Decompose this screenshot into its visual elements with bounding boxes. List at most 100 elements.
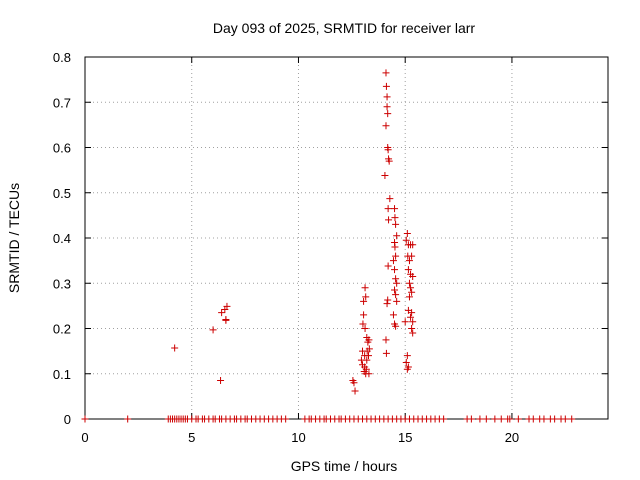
data-point xyxy=(383,93,391,101)
data-point xyxy=(506,415,514,423)
data-point xyxy=(124,415,132,423)
data-point xyxy=(359,320,367,328)
data-point xyxy=(389,257,397,265)
data-point xyxy=(409,329,417,337)
x-axis-label: GPS time / hours xyxy=(291,458,398,474)
x-tick-label: 5 xyxy=(188,430,195,445)
data-point xyxy=(389,311,397,319)
data-point xyxy=(385,216,393,224)
data-point xyxy=(384,205,392,213)
data-point xyxy=(351,387,359,395)
data-point xyxy=(401,318,409,326)
y-tick-label: 0.2 xyxy=(53,322,71,337)
data-point xyxy=(497,415,505,423)
data-point xyxy=(382,336,390,344)
x-tick-label: 0 xyxy=(81,430,88,445)
axis-ticks: 0 0.1 0.2 0.3 0.4 0.5 0.6 0.7 0.8 0 5 10 15 20 xyxy=(53,50,608,445)
x-tick-label: 20 xyxy=(505,430,519,445)
data-point xyxy=(392,291,400,299)
data-point xyxy=(217,377,225,385)
data-points xyxy=(81,69,576,423)
data-point xyxy=(282,415,290,423)
data-point xyxy=(392,275,400,283)
data-point xyxy=(383,300,391,308)
data-point xyxy=(385,157,393,165)
data-point xyxy=(408,309,416,317)
data-point xyxy=(361,325,369,332)
data-point xyxy=(361,284,369,292)
data-point xyxy=(365,345,373,353)
data-point xyxy=(405,279,413,287)
data-point xyxy=(391,243,399,251)
data-point xyxy=(467,415,475,423)
y-tick-label: 0.4 xyxy=(53,231,71,246)
data-point xyxy=(384,146,392,154)
data-point xyxy=(391,214,399,222)
data-point xyxy=(382,69,390,77)
data-point xyxy=(365,370,373,378)
data-point xyxy=(408,325,416,332)
data-point xyxy=(350,379,358,387)
data-point xyxy=(362,293,370,301)
y-tick-label: 0.6 xyxy=(53,141,71,156)
y-tick-label: 0.7 xyxy=(53,95,71,110)
y-tick-label: 0.1 xyxy=(53,367,71,382)
data-point xyxy=(393,297,401,305)
data-point xyxy=(476,415,484,423)
data-point xyxy=(384,262,392,270)
y-axis-label: SRMTID / TECUs xyxy=(6,183,22,293)
data-point xyxy=(392,322,400,330)
data-point xyxy=(171,344,179,352)
data-point xyxy=(405,257,413,265)
data-point xyxy=(384,296,392,304)
data-point xyxy=(514,415,522,423)
data-point xyxy=(393,232,401,240)
y-tick-label: 0.3 xyxy=(53,276,71,291)
x-tick-label: 10 xyxy=(291,430,305,445)
grid-lines xyxy=(85,57,608,419)
data-point xyxy=(402,236,410,244)
data-point xyxy=(382,122,390,130)
x-tick-label: 15 xyxy=(398,430,412,445)
chart-title: Day 093 of 2025, SRMTID for receiver lar… xyxy=(213,20,476,36)
y-tick-label: 0.5 xyxy=(53,186,71,201)
y-tick-label: 0 xyxy=(64,412,71,427)
data-point xyxy=(529,415,537,423)
data-point xyxy=(402,358,410,366)
y-tick-label: 0.8 xyxy=(53,50,71,65)
data-point xyxy=(407,313,415,321)
data-point xyxy=(404,266,412,274)
data-point xyxy=(381,172,389,180)
data-point xyxy=(223,302,231,310)
data-point xyxy=(222,315,230,323)
data-point xyxy=(561,415,569,423)
data-point xyxy=(440,415,448,423)
data-point xyxy=(482,415,490,423)
data-point xyxy=(409,241,417,249)
data-point xyxy=(382,82,390,90)
data-point xyxy=(408,288,416,296)
data-point xyxy=(81,415,89,423)
data-point xyxy=(363,356,371,364)
data-point xyxy=(409,272,417,280)
data-point xyxy=(383,103,391,111)
data-point xyxy=(393,279,401,287)
data-point xyxy=(404,363,412,371)
data-point xyxy=(403,352,411,360)
data-point xyxy=(568,415,576,423)
data-point xyxy=(408,252,416,260)
data-point xyxy=(391,266,399,274)
data-point xyxy=(386,195,394,203)
data-point xyxy=(392,252,400,260)
data-point xyxy=(409,318,417,326)
data-point xyxy=(392,220,400,228)
data-point xyxy=(364,352,372,360)
data-point xyxy=(365,336,373,344)
data-point xyxy=(209,326,217,334)
data-point xyxy=(407,284,415,292)
data-point xyxy=(362,365,370,373)
data-point xyxy=(360,297,368,305)
data-point xyxy=(491,415,499,423)
data-point xyxy=(391,205,399,213)
